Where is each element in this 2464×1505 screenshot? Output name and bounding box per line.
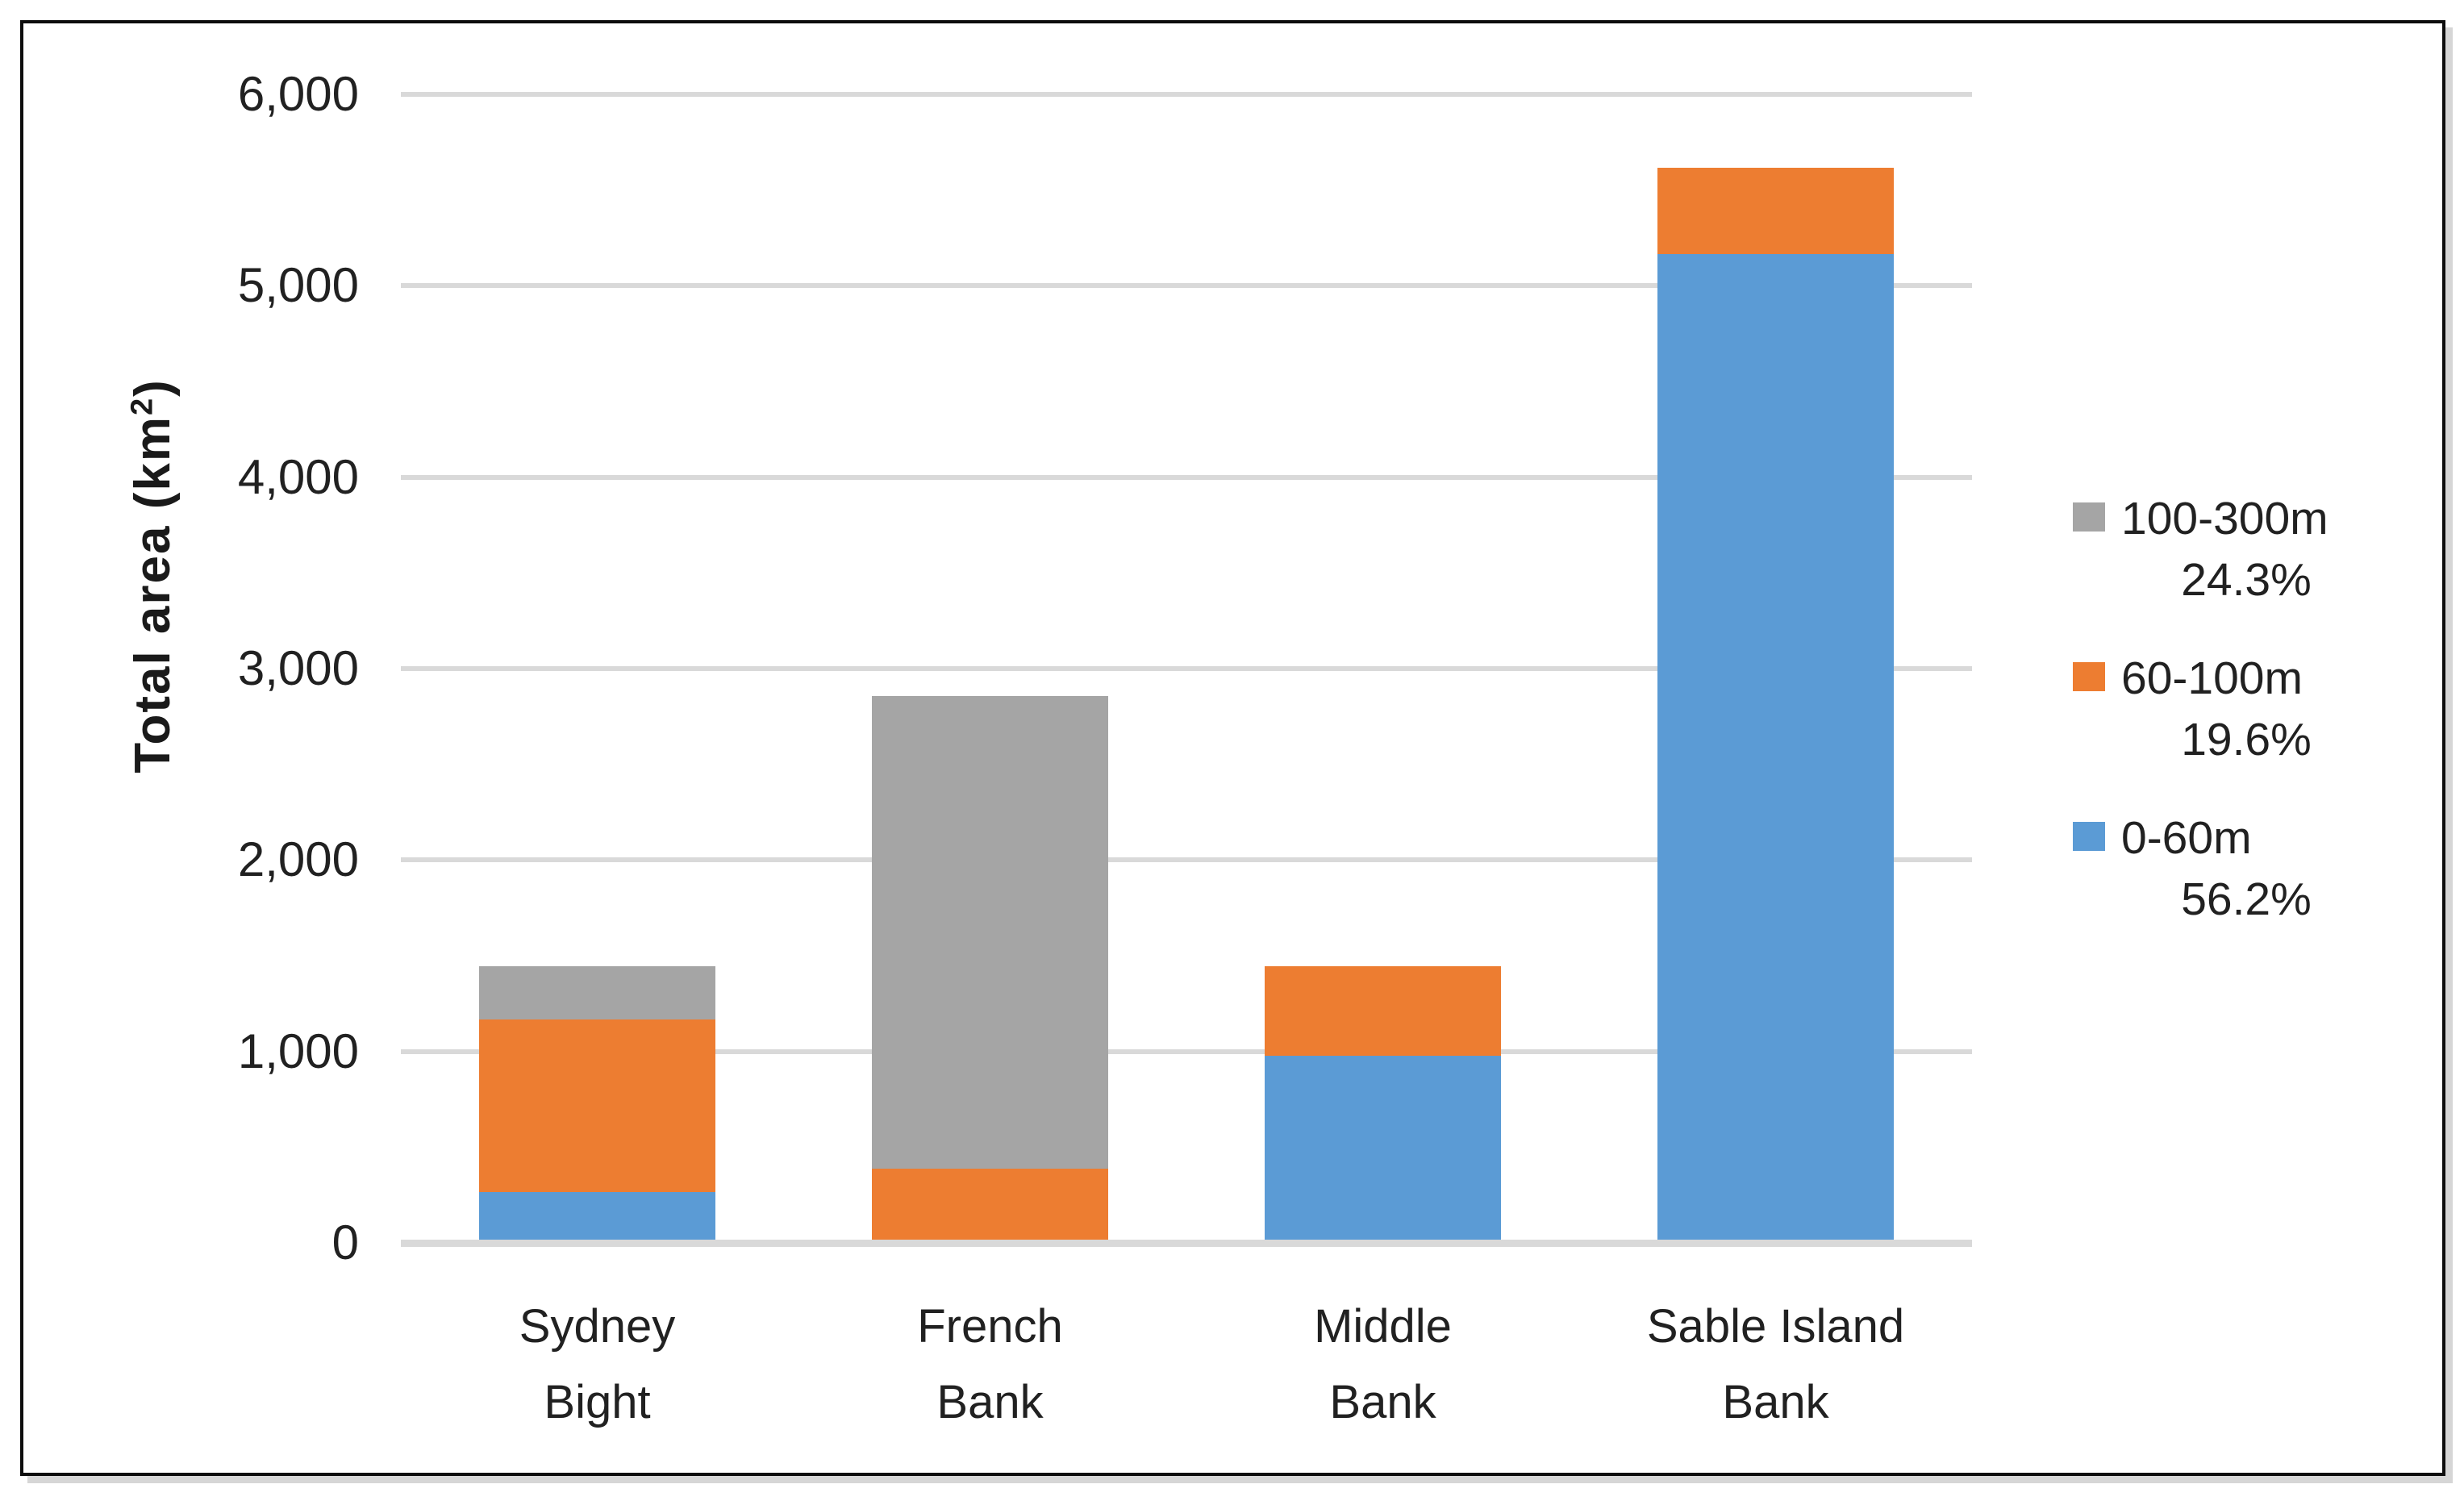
category-label-line: Sable Island <box>1646 1300 1905 1353</box>
legend-swatch-100-300m <box>2073 502 2105 532</box>
figure-border <box>20 20 2445 1476</box>
y-tick-label: 1,000 <box>237 1023 359 1078</box>
category-label-line: Middle <box>1314 1300 1452 1353</box>
legend-swatch-0-60m <box>2073 822 2105 851</box>
category-label-line: Bank <box>1329 1376 1436 1428</box>
category-label: Sydney Bight <box>401 1289 794 1440</box>
category-label-line: French <box>917 1300 1063 1353</box>
category-label-line: Bight <box>544 1376 651 1428</box>
gridline <box>401 474 1972 480</box>
gridline <box>401 283 1972 289</box>
y-tick-label: 6,000 <box>237 67 359 121</box>
category-label-line: Bank <box>1722 1376 1829 1428</box>
bar-segment-60-100m-sydney-bight <box>479 1019 715 1192</box>
gridline <box>401 1048 1972 1054</box>
category-label: Middle Bank <box>1186 1289 1579 1440</box>
legend-item-row: 0-60m <box>2073 809 2420 867</box>
legend-label: 100-300m <box>2121 493 2329 544</box>
legend-percent: 19.6% <box>2181 714 2312 765</box>
bar-segment-60-100m-sable-island-bank <box>1657 167 1894 254</box>
bar-segment-0-60m-sable-island-bank <box>1657 253 1894 1240</box>
category-label-line: Bank <box>936 1376 1044 1428</box>
bar-segment-0-60m-middle-bank <box>1265 1056 1501 1240</box>
category-label: Sable Island Bank <box>1579 1289 1972 1440</box>
y-tick-label: 5,000 <box>237 258 359 313</box>
y-tick-label: 0 <box>331 1215 359 1269</box>
bar-segment-60-100m-french-bank <box>872 1169 1108 1240</box>
legend-label: 60-100m <box>2121 652 2303 704</box>
legend-percent: 24.3% <box>2181 554 2312 606</box>
bar-segment-0-60m-sydney-bight <box>479 1191 715 1240</box>
legend-item-row: 60-100m <box>2073 649 2420 707</box>
bar-segment-100-300m-sydney-bight <box>479 965 715 1020</box>
bar-segment-60-100m-middle-bank <box>1265 965 1501 1057</box>
legend-label: 0-60m <box>2121 812 2252 864</box>
category-label-line: Sydney <box>519 1300 676 1353</box>
y-tick-label: 3,000 <box>237 641 359 695</box>
y-axis-title: Total area (km2) <box>121 213 186 939</box>
legend-swatch-60-100m <box>2073 662 2105 691</box>
y-axis-title-suffix: ) <box>125 378 181 397</box>
legend-item-0-60m: 0-60m 56.2% <box>2073 809 2420 928</box>
x-axis-line <box>401 1240 1972 1247</box>
y-tick-label: 4,000 <box>237 449 359 504</box>
y-axis-title-superscript: 2 <box>125 396 160 416</box>
legend-item-60-100m: 60-100m 19.6% <box>2073 649 2420 769</box>
category-label: French Bank <box>794 1289 1186 1440</box>
bar-segment-100-300m-french-bank <box>872 695 1108 1169</box>
legend-percent: 56.2% <box>2181 873 2312 925</box>
legend-item-row: 100-300m <box>2073 490 2420 548</box>
gridline <box>401 857 1972 863</box>
y-tick-label: 2,000 <box>237 832 359 887</box>
gridline <box>401 666 1972 671</box>
legend-item-100-300m: 100-300m 24.3% <box>2073 490 2420 609</box>
gridline <box>401 92 1972 97</box>
